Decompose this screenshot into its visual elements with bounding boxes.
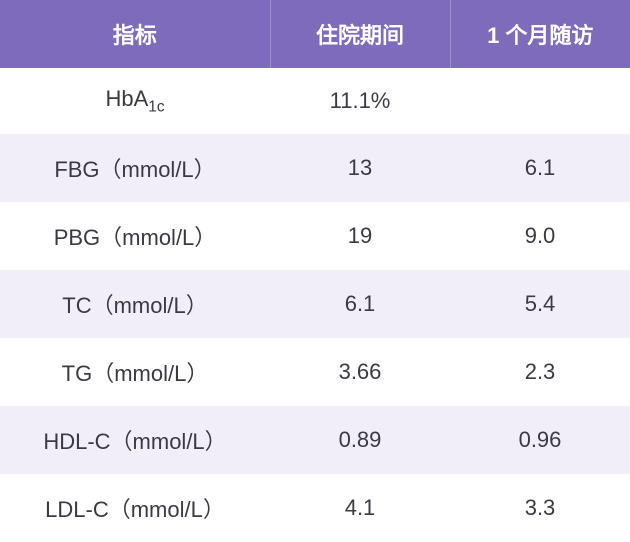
cell-indicator: TC（mmol/L） — [0, 270, 270, 338]
cell-indicator: HDL-C（mmol/L） — [0, 406, 270, 474]
cell-inhospital: 11.1% — [270, 68, 450, 134]
cell-followup: 6.1 — [450, 134, 630, 202]
table-header-row: 指标 住院期间 1 个月随访 — [0, 0, 630, 68]
cell-inhospital: 6.1 — [270, 270, 450, 338]
cell-indicator: HbA1c — [0, 68, 270, 134]
cell-followup — [450, 68, 630, 134]
header-indicator: 指标 — [0, 0, 270, 68]
table-row: TG（mmol/L）3.662.3 — [0, 338, 630, 406]
table-row: LDL-C（mmol/L）4.13.3 — [0, 474, 630, 542]
metrics-table: 指标 住院期间 1 个月随访 HbA1c11.1%FBG（mmol/L）136.… — [0, 0, 630, 542]
table-body: HbA1c11.1%FBG（mmol/L）136.1PBG（mmol/L）199… — [0, 68, 630, 542]
table-row: PBG（mmol/L）199.0 — [0, 202, 630, 270]
cell-inhospital: 4.1 — [270, 474, 450, 542]
cell-followup: 0.96 — [450, 406, 630, 474]
table-row: HbA1c11.1% — [0, 68, 630, 134]
header-followup: 1 个月随访 — [450, 0, 630, 68]
cell-followup: 9.0 — [450, 202, 630, 270]
header-inhospital: 住院期间 — [270, 0, 450, 68]
cell-inhospital: 13 — [270, 134, 450, 202]
cell-indicator: TG（mmol/L） — [0, 338, 270, 406]
cell-indicator: FBG（mmol/L） — [0, 134, 270, 202]
table-row: HDL-C（mmol/L）0.890.96 — [0, 406, 630, 474]
table-row: FBG（mmol/L）136.1 — [0, 134, 630, 202]
cell-inhospital: 0.89 — [270, 406, 450, 474]
table-row: TC（mmol/L）6.15.4 — [0, 270, 630, 338]
cell-followup: 2.3 — [450, 338, 630, 406]
cell-followup: 3.3 — [450, 474, 630, 542]
cell-followup: 5.4 — [450, 270, 630, 338]
cell-indicator: LDL-C（mmol/L） — [0, 474, 270, 542]
cell-inhospital: 3.66 — [270, 338, 450, 406]
cell-indicator: PBG（mmol/L） — [0, 202, 270, 270]
cell-inhospital: 19 — [270, 202, 450, 270]
